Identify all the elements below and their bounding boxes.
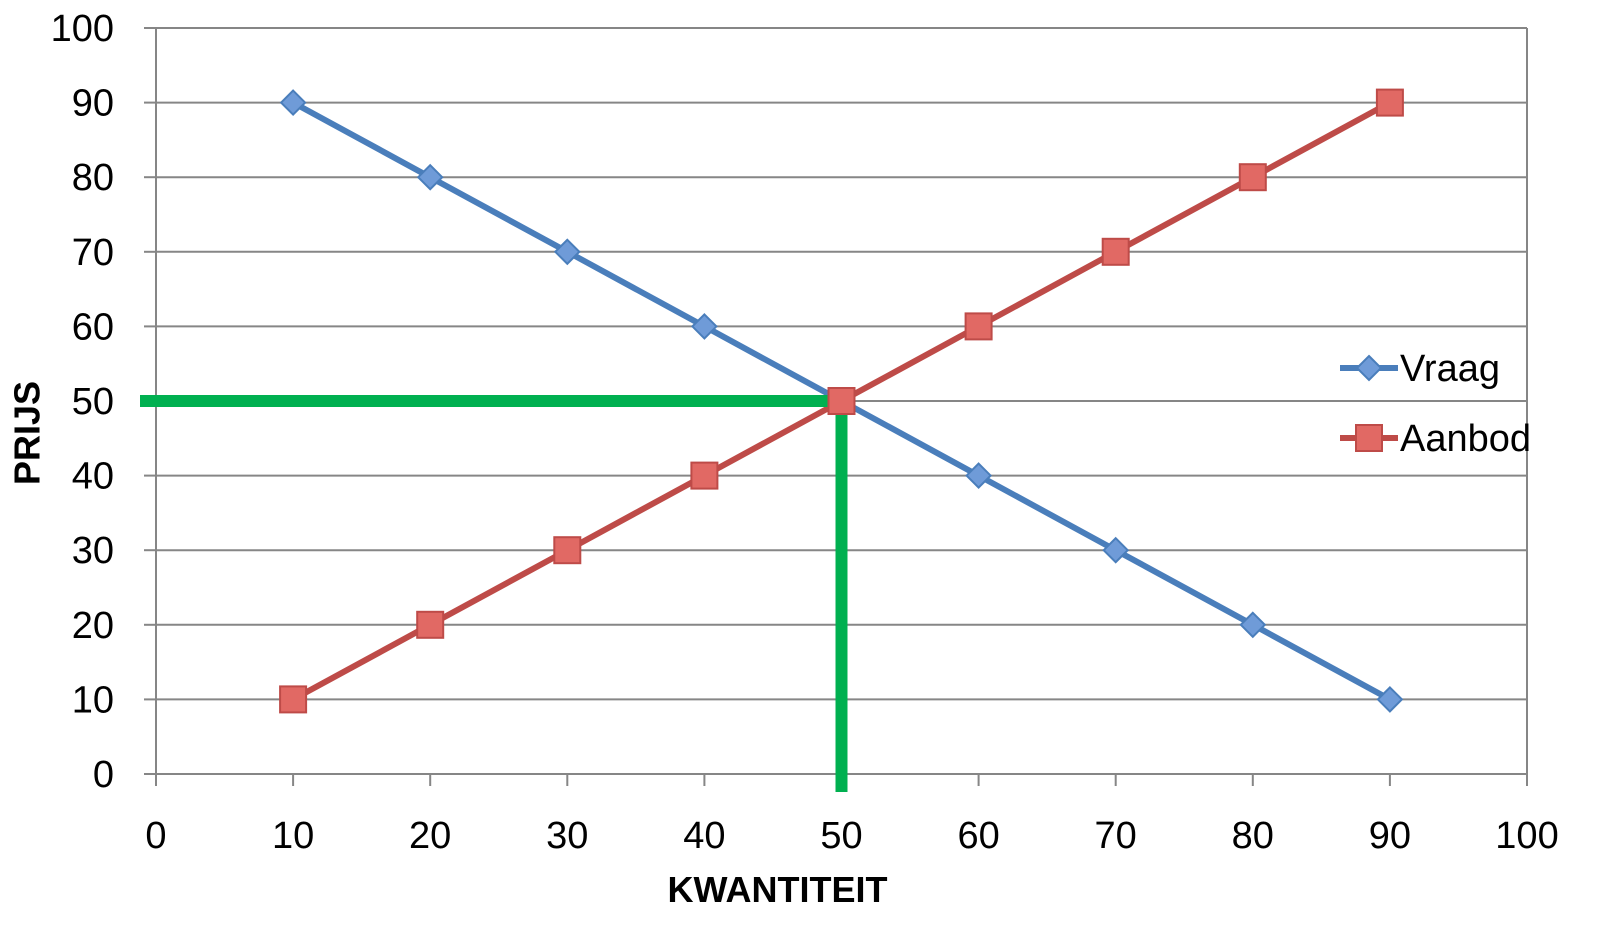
- data-point-vraag: [1239, 611, 1267, 639]
- x-tick-label: 30: [546, 815, 588, 857]
- tick-labels: 0 10 20 30 40 50 60 70 80 90 100 0 10 20 30 40 50 60 70 80 9…: [51, 8, 1559, 857]
- legend: Vraag Aanbod: [1340, 348, 1531, 460]
- data-point-vraag: [1376, 685, 1404, 713]
- data-point-aanbod: [964, 312, 993, 341]
- series-markers: [279, 88, 1404, 714]
- x-tick-label: 70: [1095, 815, 1137, 857]
- data-point-aanbod: [553, 536, 582, 565]
- y-tick-label: 0: [93, 754, 114, 796]
- data-point-vraag: [1102, 536, 1130, 564]
- y-tick-label: 60: [72, 306, 114, 348]
- y-axis-title: PRIJS: [7, 381, 48, 485]
- data-point-aanbod: [827, 387, 856, 415]
- x-tick-label: 40: [683, 815, 725, 857]
- x-tick-label: 80: [1232, 815, 1274, 857]
- x-tick-label: 90: [1369, 815, 1411, 857]
- data-point-vraag: [965, 462, 993, 490]
- y-tick-label: 30: [72, 530, 114, 572]
- x-tick-label: 50: [820, 815, 862, 857]
- legend-marker-vraag: [1355, 354, 1383, 382]
- y-tick-label: 10: [72, 679, 114, 721]
- legend-marker-aanbod: [1355, 424, 1383, 452]
- data-point-aanbod: [690, 461, 719, 490]
- legend-label-aanbod: Aanbod: [1400, 418, 1531, 460]
- y-tick-label: 90: [72, 83, 114, 125]
- data-point-vraag: [416, 163, 444, 191]
- y-tick-label: 100: [51, 8, 114, 50]
- x-tick-label: 60: [957, 815, 999, 857]
- data-point-aanbod: [1101, 237, 1130, 266]
- x-axis-title: KWANTITEIT: [668, 869, 888, 910]
- x-tick-label: 20: [409, 815, 451, 857]
- y-tick-label: 70: [72, 232, 114, 274]
- x-tick-label: 10: [272, 815, 314, 857]
- data-point-aanbod: [1238, 163, 1267, 192]
- y-tick-label: 20: [72, 605, 114, 647]
- data-point-aanbod: [279, 685, 308, 714]
- data-point-vraag: [553, 238, 581, 266]
- data-point-aanbod: [1375, 88, 1404, 117]
- x-tick-label: 100: [1495, 815, 1558, 857]
- y-tick-label: 50: [72, 381, 114, 423]
- data-point-aanbod: [416, 610, 445, 639]
- y-tick-label: 80: [72, 157, 114, 199]
- equilibrium-guides: [140, 395, 848, 792]
- x-tick-label: 0: [145, 815, 166, 857]
- data-point-vraag: [690, 312, 718, 340]
- data-point-vraag: [279, 89, 307, 117]
- legend-label-vraag: Vraag: [1400, 348, 1500, 390]
- y-tick-label: 40: [72, 456, 114, 498]
